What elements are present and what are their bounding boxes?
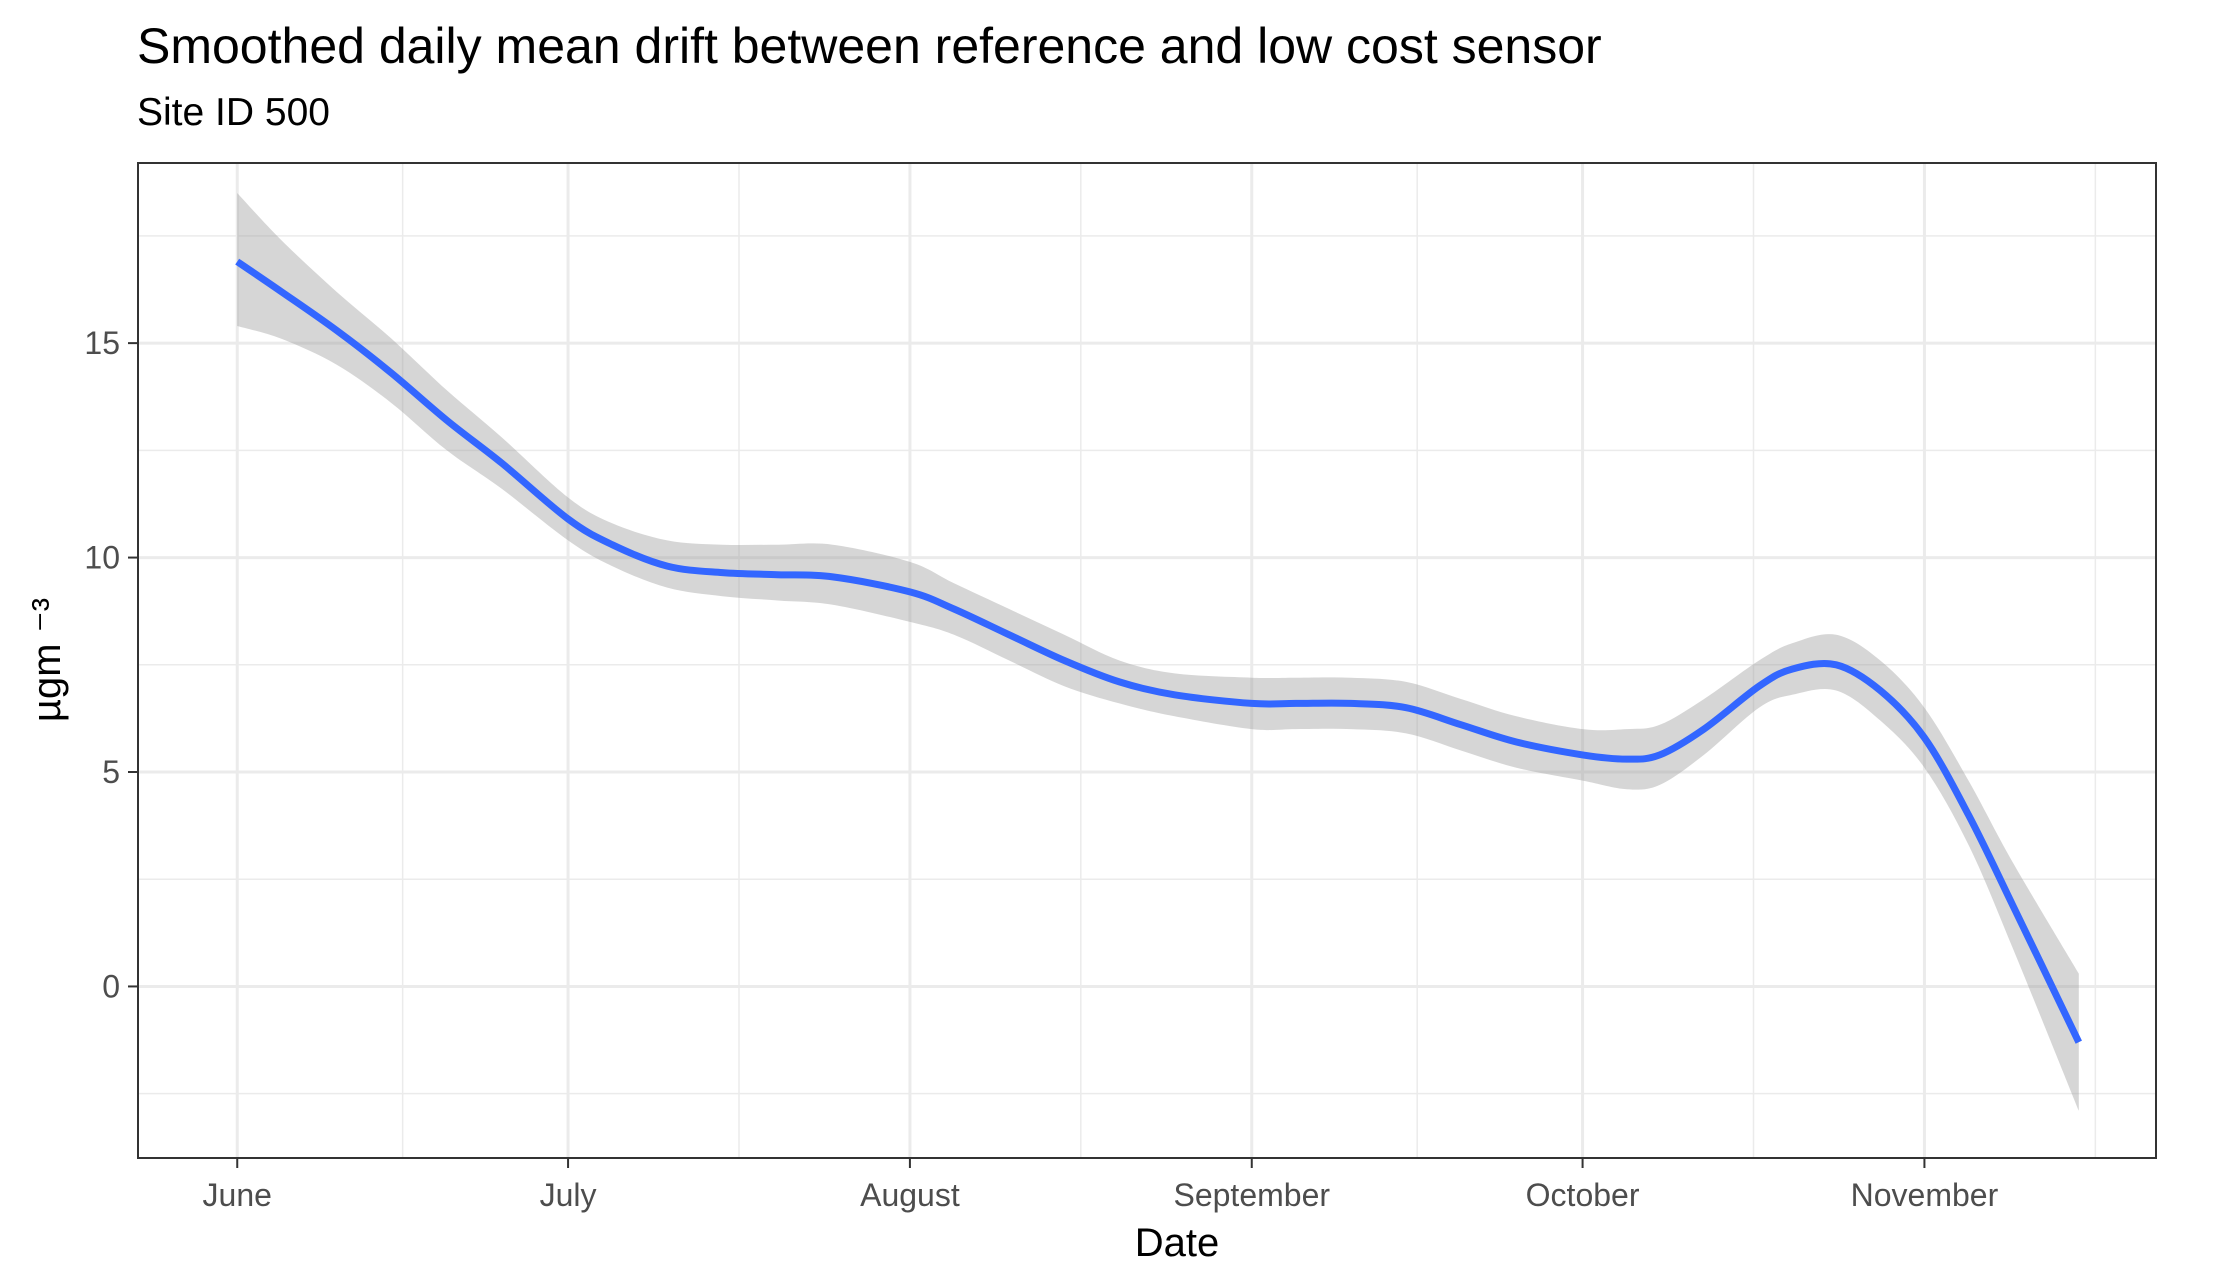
- y-tick-label: 0: [102, 968, 120, 1004]
- y-axis-title: µgm ⁻³: [25, 598, 69, 722]
- chart-title: Smoothed daily mean drift between refere…: [137, 18, 1602, 74]
- x-tick-label: September: [1173, 1177, 1330, 1213]
- x-tick-label: July: [540, 1177, 597, 1213]
- y-tick-label: 5: [102, 754, 120, 790]
- smooth-line: [235, 258, 2082, 1044]
- plot-panel-border: [137, 162, 2157, 1159]
- y-tick-label: 10: [84, 540, 120, 576]
- x-axis: June July August September October November: [203, 1158, 1999, 1213]
- chart-subtitle: Site ID 500: [137, 91, 330, 134]
- y-tick-label: 15: [84, 325, 120, 361]
- x-tick-label: June: [203, 1177, 272, 1213]
- y-axis: 0 5 10 15: [84, 325, 138, 1004]
- x-tick-label: August: [860, 1177, 960, 1213]
- x-tick-label: October: [1526, 1177, 1640, 1213]
- minor-gridlines: [138, 163, 2156, 1158]
- major-gridlines: [138, 163, 2156, 1158]
- x-axis-title: Date: [1135, 1221, 1220, 1265]
- x-tick-label: November: [1851, 1177, 1999, 1213]
